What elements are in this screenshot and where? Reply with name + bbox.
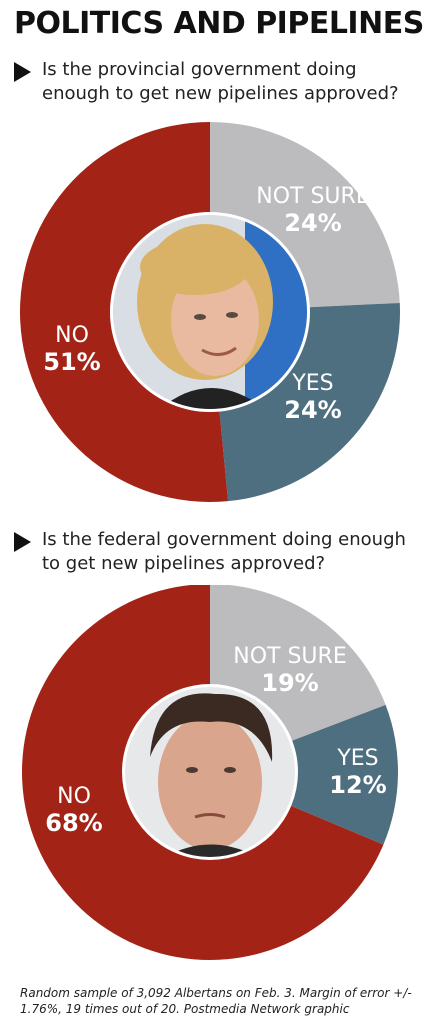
- chart-title: POLITICS AND PIPELINES: [14, 6, 424, 41]
- slice-label-not-sure: NOT SURE: [256, 184, 369, 209]
- slice-value-no: 51%: [43, 348, 100, 376]
- triangle-arrow-icon: [14, 62, 31, 82]
- slice-label-yes: YES: [291, 371, 333, 396]
- question-text: Is the provincial government doing enoug…: [42, 59, 399, 104]
- slice-value-not-sure: 19%: [261, 669, 318, 697]
- question-provincial: Is the provincial government doing enoug…: [14, 58, 414, 106]
- slice-value-no: 68%: [45, 809, 102, 837]
- slice-label-not-sure: NOT SURE: [233, 644, 346, 669]
- slice-value-not-sure: 24%: [284, 209, 341, 237]
- footnote: Random sample of 3,092 Albertans on Feb.…: [20, 986, 412, 1016]
- pie-slice-yes: [210, 704, 398, 845]
- question-text: Is the federal government doing enough t…: [42, 529, 406, 574]
- slice-label-no: NO: [57, 784, 91, 809]
- slice-label-yes: YES: [336, 746, 378, 771]
- slice-value-yes: 12%: [329, 771, 386, 799]
- triangle-arrow-icon: [14, 532, 31, 552]
- slice-value-yes: 24%: [284, 396, 341, 424]
- question-federal: Is the federal government doing enough t…: [14, 528, 414, 576]
- slice-label-no: NO: [55, 323, 89, 348]
- portrait-photo: [122, 684, 298, 860]
